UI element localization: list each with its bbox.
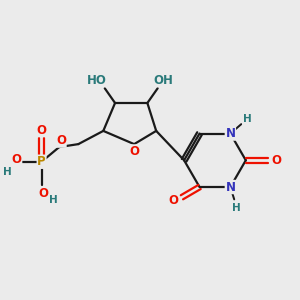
Text: O: O — [130, 145, 140, 158]
Text: N: N — [225, 181, 236, 194]
Text: H: H — [232, 202, 241, 213]
Text: H: H — [49, 195, 58, 205]
Text: O: O — [56, 134, 66, 147]
Text: N: N — [225, 127, 236, 140]
Text: OH: OH — [154, 74, 173, 87]
Text: HO: HO — [87, 74, 106, 87]
Text: H: H — [3, 167, 12, 177]
Text: O: O — [38, 187, 48, 200]
Text: P: P — [37, 155, 46, 168]
Text: O: O — [271, 154, 281, 167]
Text: O: O — [12, 153, 22, 166]
Text: H: H — [243, 115, 251, 124]
Text: O: O — [169, 194, 179, 207]
Text: O: O — [37, 124, 46, 136]
